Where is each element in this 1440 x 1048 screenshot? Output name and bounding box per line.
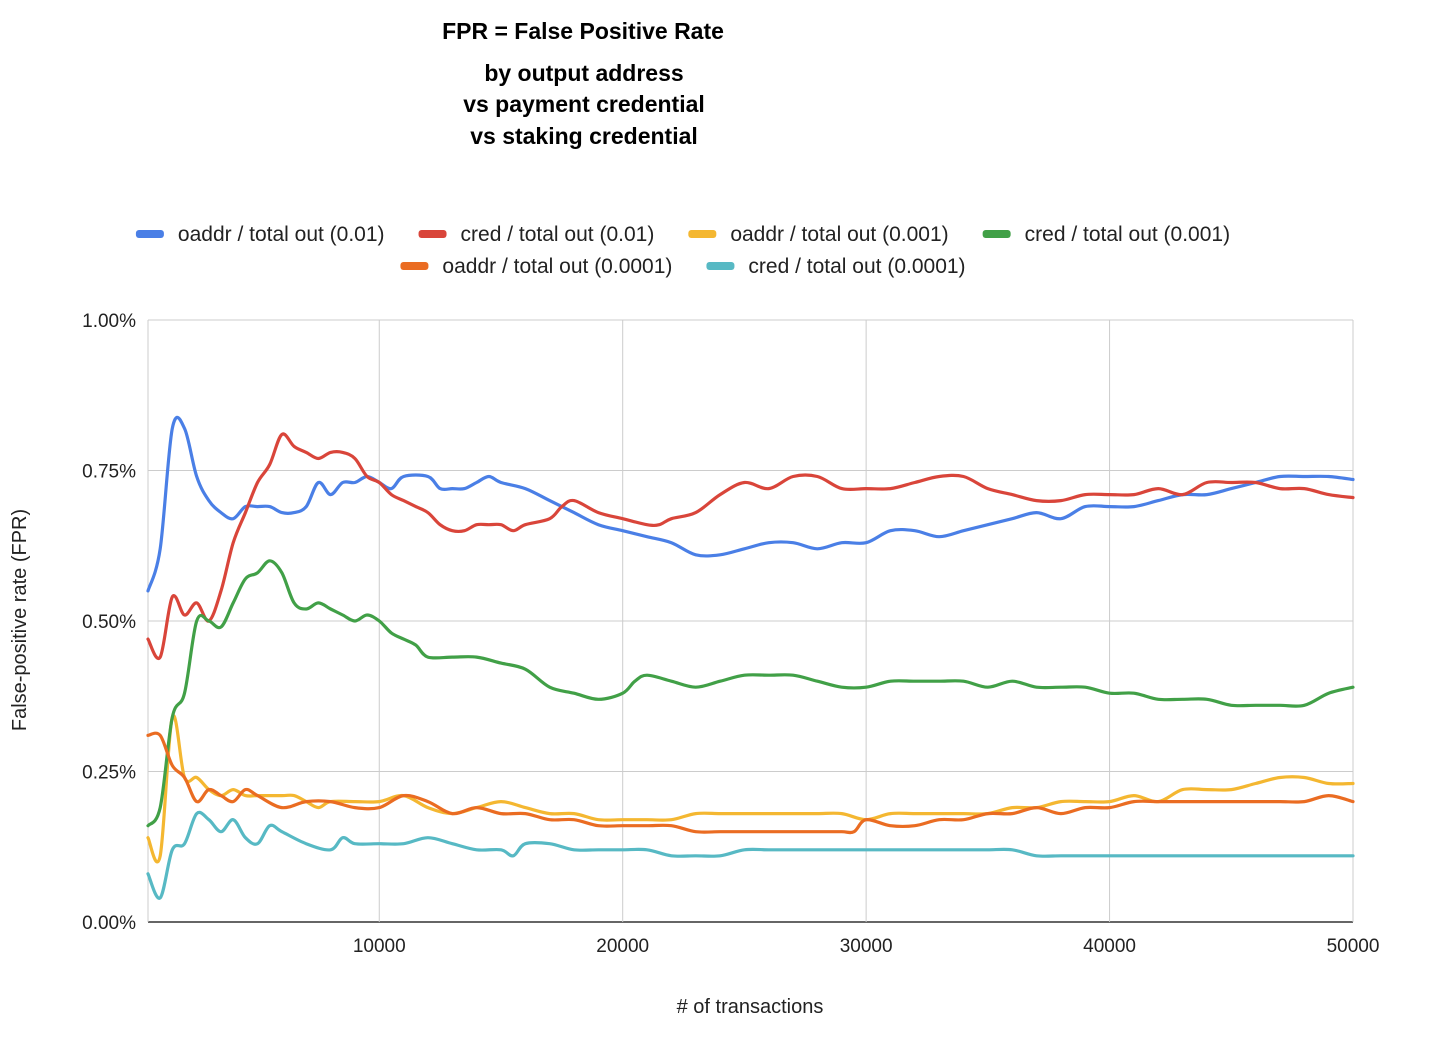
legend-label: cred / total out (0.0001) <box>748 255 965 278</box>
legend-label: oaddr / total out (0.0001) <box>442 255 672 278</box>
y-axis-tick-labels: 0.00% 0.25% 0.50% 0.75% 1.00% <box>82 311 136 934</box>
x-tick-label: 50000 <box>1327 936 1380 957</box>
series-line-2 <box>146 432 1355 661</box>
y-tick-label: 0.75% <box>82 462 136 483</box>
x-tick-label: 30000 <box>840 936 893 957</box>
x-tick-label: 40000 <box>1083 936 1136 957</box>
x-tick-label: 10000 <box>353 936 406 957</box>
chart-title: FPR = False Positive Rate <box>442 18 724 44</box>
legend-swatch <box>688 230 717 238</box>
legend-label: oaddr / total out (0.001) <box>730 223 948 246</box>
series-line-4 <box>146 559 1355 828</box>
legend-swatch <box>135 230 164 238</box>
x-axis-tick-labels: 10000 20000 30000 40000 50000 <box>353 936 1380 957</box>
legend-label: cred / total out (0.01) <box>461 223 655 246</box>
legend-swatch <box>706 262 735 270</box>
series-line-5 <box>146 731 1355 835</box>
y-tick-label: 0.25% <box>82 763 136 784</box>
legend-label: cred / total out (0.001) <box>1025 223 1230 246</box>
y-tick-label: 0.50% <box>82 612 136 633</box>
y-tick-label: 1.00% <box>82 311 136 332</box>
y-axis-label: False-positive rate (FPR) <box>9 509 31 731</box>
chart-subtitle-line-3: vs staking credential <box>470 123 698 149</box>
series-line-1 <box>146 415 1355 593</box>
legend-swatch <box>418 230 447 238</box>
legend-swatch <box>982 230 1011 238</box>
chart-subtitle-line-2: vs payment credential <box>463 91 705 117</box>
series-line-6 <box>146 810 1355 900</box>
legend: oaddr / total out (0.01) cred / total out… <box>135 223 1230 278</box>
legend-swatch <box>400 262 429 270</box>
series-lines <box>146 415 1355 900</box>
x-axis-label: # of transactions <box>677 996 824 1018</box>
x-tick-label: 20000 <box>596 936 649 957</box>
grid <box>147 319 1354 923</box>
y-tick-label: 0.00% <box>82 913 136 934</box>
chart-subtitle-line-1: by output address <box>484 60 683 86</box>
legend-label: oaddr / total out (0.01) <box>178 223 385 246</box>
